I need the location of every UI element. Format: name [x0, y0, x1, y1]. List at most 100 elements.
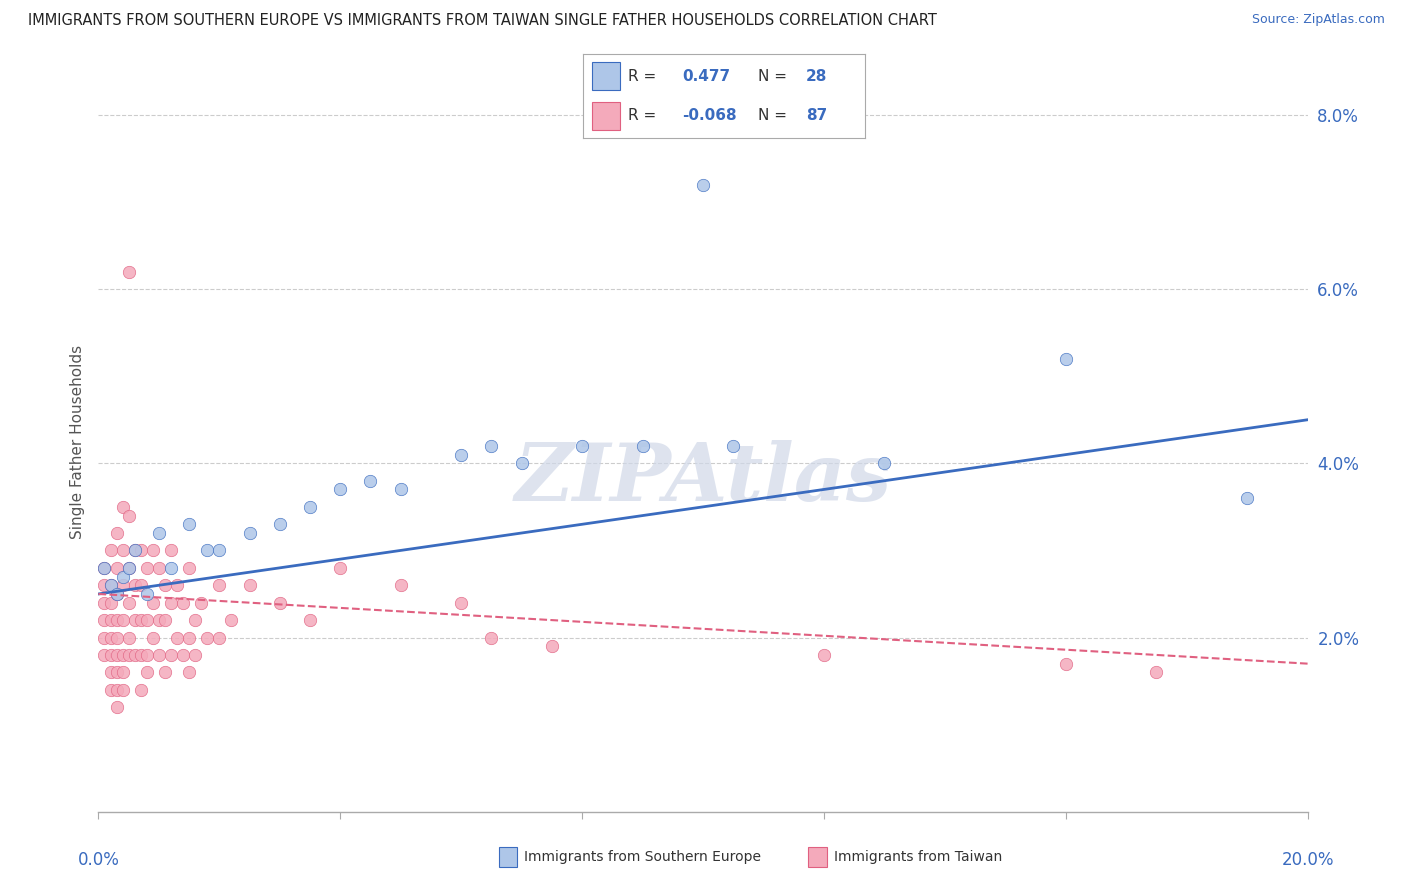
Point — [299, 613, 322, 627]
Point — [129, 543, 152, 558]
Point — [105, 700, 128, 714]
Point — [100, 596, 122, 610]
Point — [179, 665, 201, 680]
Point — [100, 665, 122, 680]
Point — [135, 587, 157, 601]
Point — [111, 648, 134, 662]
Point — [105, 665, 128, 680]
Point — [100, 578, 122, 592]
Point — [142, 631, 165, 645]
Point — [111, 500, 134, 514]
Point — [184, 613, 207, 627]
Point — [179, 561, 201, 575]
Point — [118, 596, 141, 610]
Point — [1054, 657, 1077, 671]
Text: Source: ZipAtlas.com: Source: ZipAtlas.com — [1251, 13, 1385, 27]
Point — [269, 596, 291, 610]
Bar — [592, 62, 620, 90]
Point — [208, 543, 231, 558]
Point — [100, 578, 122, 592]
Point — [135, 665, 157, 680]
Point — [239, 526, 262, 541]
Point — [111, 613, 134, 627]
Point — [100, 613, 122, 627]
Text: ZIPAtlas: ZIPAtlas — [515, 440, 891, 517]
Point — [153, 578, 176, 592]
Text: 0.477: 0.477 — [682, 69, 730, 84]
Point — [129, 648, 152, 662]
Point — [329, 483, 352, 497]
Point — [873, 456, 896, 470]
Text: 20.0%: 20.0% — [1281, 851, 1334, 869]
Point — [450, 448, 472, 462]
Point — [135, 613, 157, 627]
Point — [93, 578, 115, 592]
Point — [118, 631, 141, 645]
Point — [111, 682, 134, 697]
Point — [723, 439, 745, 453]
Point — [160, 648, 183, 662]
Point — [93, 648, 115, 662]
Point — [184, 648, 207, 662]
Point — [100, 631, 122, 645]
Point — [166, 631, 188, 645]
Point — [111, 578, 134, 592]
Point — [124, 543, 146, 558]
Point — [692, 178, 714, 192]
Point — [105, 613, 128, 627]
Text: -0.068: -0.068 — [682, 108, 737, 123]
Point — [148, 561, 170, 575]
Point — [142, 543, 165, 558]
Point — [1144, 665, 1167, 680]
Point — [118, 561, 141, 575]
Point — [179, 631, 201, 645]
Point — [105, 631, 128, 645]
Point — [153, 665, 176, 680]
Point — [105, 561, 128, 575]
Text: Immigrants from Taiwan: Immigrants from Taiwan — [834, 850, 1002, 864]
Point — [450, 596, 472, 610]
Point — [105, 648, 128, 662]
Point — [118, 508, 141, 523]
Point — [129, 682, 152, 697]
Point — [100, 648, 122, 662]
Point — [208, 631, 231, 645]
Bar — [499, 847, 517, 867]
Point — [221, 613, 243, 627]
Bar — [808, 847, 827, 867]
Point — [631, 439, 654, 453]
Point — [105, 682, 128, 697]
Point — [190, 596, 212, 610]
Point — [105, 587, 128, 601]
Point — [124, 613, 146, 627]
Text: Immigrants from Southern Europe: Immigrants from Southern Europe — [524, 850, 762, 864]
Text: IMMIGRANTS FROM SOUTHERN EUROPE VS IMMIGRANTS FROM TAIWAN SINGLE FATHER HOUSEHOL: IMMIGRANTS FROM SOUTHERN EUROPE VS IMMIG… — [28, 13, 936, 29]
Point — [100, 682, 122, 697]
Point — [239, 578, 262, 592]
Point — [153, 613, 176, 627]
Point — [124, 578, 146, 592]
Point — [269, 517, 291, 532]
Point — [129, 578, 152, 592]
Point — [111, 665, 134, 680]
Text: N =: N = — [758, 69, 792, 84]
Y-axis label: Single Father Households: Single Father Households — [69, 344, 84, 539]
Point — [481, 439, 503, 453]
Point — [142, 596, 165, 610]
Point — [124, 648, 146, 662]
Point — [118, 561, 141, 575]
Point — [1236, 491, 1258, 505]
Point — [481, 631, 503, 645]
Text: 28: 28 — [806, 69, 827, 84]
Point — [166, 578, 188, 592]
Point — [160, 596, 183, 610]
Point — [329, 561, 352, 575]
Point — [195, 543, 218, 558]
Text: N =: N = — [758, 108, 792, 123]
Point — [93, 561, 115, 575]
Text: 87: 87 — [806, 108, 827, 123]
Point — [510, 456, 533, 470]
Point — [118, 648, 141, 662]
Point — [100, 543, 122, 558]
Point — [118, 265, 141, 279]
